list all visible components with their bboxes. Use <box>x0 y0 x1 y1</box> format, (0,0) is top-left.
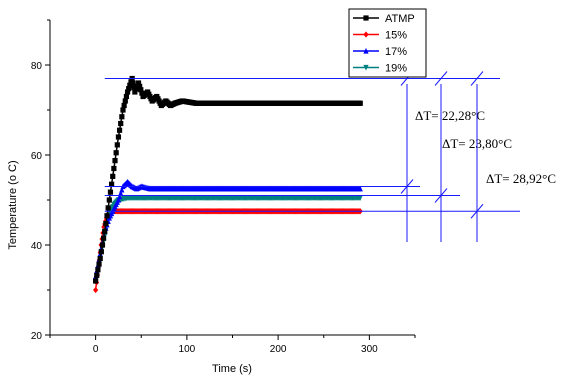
data-point <box>108 181 115 187</box>
data-point <box>93 286 99 294</box>
legend-marker <box>363 15 369 21</box>
data-point <box>101 235 107 241</box>
y-tick-label: 20 <box>31 331 43 342</box>
data-point <box>99 242 106 248</box>
x-tick-label: 200 <box>270 344 287 355</box>
data-point <box>116 193 123 200</box>
legend-item: ATMP <box>353 13 415 25</box>
legend-label: 15% <box>385 30 407 42</box>
data-point <box>132 89 138 95</box>
bracket-tick <box>470 203 484 219</box>
data-point <box>93 278 99 284</box>
data-point <box>122 98 128 104</box>
data-point <box>106 197 112 203</box>
legend-marker <box>363 31 369 38</box>
data-point <box>105 205 111 211</box>
data-point <box>357 100 363 106</box>
data-point <box>113 150 119 156</box>
data-point <box>357 195 363 201</box>
data-point <box>110 173 116 179</box>
y-tick-label: 40 <box>31 241 43 252</box>
data-point <box>112 158 118 164</box>
data-point <box>102 228 108 235</box>
data-point <box>121 102 127 109</box>
y-tick-label: 60 <box>31 151 43 162</box>
data-point <box>119 114 125 120</box>
series-17pct <box>93 178 363 280</box>
legend-marker <box>363 47 369 54</box>
x-axis-label: Time (s) <box>212 363 252 375</box>
data-point <box>94 272 100 278</box>
data-point <box>115 196 122 203</box>
data-point <box>135 80 142 86</box>
x-tick-label: 100 <box>179 344 196 355</box>
axes: 0 100 200 300 20 40 60 80 <box>31 19 416 355</box>
data-point <box>124 89 131 95</box>
series-15pct <box>93 208 363 294</box>
series-line <box>94 210 361 291</box>
series-atmp <box>93 75 363 284</box>
data-point <box>137 83 143 89</box>
y-axis-label: Temperature (o C) <box>7 160 19 249</box>
bracket-tick <box>400 179 414 194</box>
data-point <box>138 87 144 93</box>
legend: ATMP 15% 17% 19% <box>348 8 427 78</box>
data-point <box>115 134 122 140</box>
legend-item: 17% <box>353 46 407 58</box>
data-point <box>133 86 139 92</box>
x-tick-label: 300 <box>361 344 378 355</box>
data-point <box>357 185 363 192</box>
x-tick-label: 0 <box>93 344 99 355</box>
data-point <box>95 267 101 273</box>
bracket-tick <box>470 71 484 86</box>
legend-label: 19% <box>385 63 407 75</box>
data-point <box>123 93 130 100</box>
legend-item: 19% <box>353 63 407 75</box>
data-point <box>111 165 117 172</box>
data-point <box>98 249 104 255</box>
delta-annotations: ΔT= 22,28°CΔT= 23,80°CΔT= 28,92°C <box>104 71 556 242</box>
data-point <box>96 261 102 267</box>
y-tick-label: 80 <box>31 61 43 72</box>
legend-box <box>348 8 427 78</box>
data-point <box>126 86 132 92</box>
data-point <box>120 107 126 113</box>
legend-label: ATMP <box>385 13 415 25</box>
legend-marker <box>363 64 369 71</box>
data-point <box>107 189 114 195</box>
data-point <box>116 127 123 133</box>
bracket-tick <box>434 188 448 203</box>
delta-label: ΔT= 28,92°C <box>486 171 556 186</box>
delta-label: ΔT= 22,28°C <box>415 108 485 123</box>
data-point <box>127 82 133 88</box>
data-point <box>104 213 110 219</box>
data-point <box>118 120 124 127</box>
legend-label: 17% <box>385 46 407 58</box>
bracket-tick <box>434 71 448 86</box>
legend-item: 15% <box>353 30 407 42</box>
data-point <box>97 255 103 262</box>
data-point <box>103 221 109 227</box>
series-line <box>94 75 361 282</box>
data-point <box>119 186 125 193</box>
series-layer <box>93 75 363 294</box>
data-point <box>130 80 136 86</box>
data-point <box>114 142 120 148</box>
data-point <box>118 190 124 196</box>
